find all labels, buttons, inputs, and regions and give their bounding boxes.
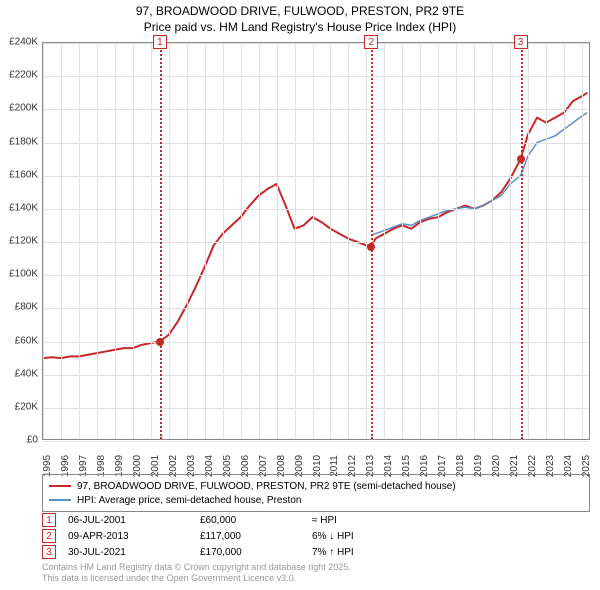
transaction-price: £170,000: [200, 547, 300, 558]
gridline: [43, 109, 589, 110]
y-tick-label: £0: [27, 435, 38, 446]
gridline: [97, 43, 98, 439]
gridline: [492, 43, 493, 439]
title-subtitle: Price paid vs. HM Land Registry's House …: [0, 20, 600, 36]
footer: Contains HM Land Registry data © Crown c…: [42, 562, 590, 584]
y-tick-label: £180K: [9, 136, 38, 147]
gridline: [546, 43, 547, 439]
transaction-hpi: ≈ HPI: [312, 515, 590, 526]
y-tick-label: £40K: [15, 368, 38, 379]
marker-line: [371, 43, 373, 439]
gridline: [205, 43, 206, 439]
chart-container: 97, BROADWOOD DRIVE, FULWOOD, PRESTON, P…: [0, 0, 600, 590]
transaction-row: 3 30-JUL-2021 £170,000 7% ↑ HPI: [42, 544, 590, 560]
legend-swatch: [49, 485, 71, 487]
gridline: [528, 43, 529, 439]
marker-badge: 3: [514, 35, 528, 49]
gridline: [259, 43, 260, 439]
gridline: [474, 43, 475, 439]
transaction-date: 30-JUL-2021: [68, 547, 188, 558]
x-axis: 1995199619971998199920002001200220032004…: [42, 440, 590, 470]
gridline: [151, 43, 152, 439]
y-tick-label: £200K: [9, 103, 38, 114]
y-tick-label: £160K: [9, 169, 38, 180]
gridline: [43, 43, 589, 44]
transaction-row: 2 09-APR-2013 £117,000 6% ↓ HPI: [42, 528, 590, 544]
y-axis: £0£20K£40K£60K£80K£100K£120K£140K£160K£1…: [0, 42, 40, 440]
transaction-badge: 3: [42, 545, 56, 559]
gridline: [420, 43, 421, 439]
gridline: [115, 43, 116, 439]
gridline: [43, 209, 589, 210]
gridline: [384, 43, 385, 439]
legend: 97, BROADWOOD DRIVE, FULWOOD, PRESTON, P…: [42, 474, 590, 512]
transaction-price: £117,000: [200, 531, 300, 542]
marker-dot: [367, 243, 375, 251]
gridline: [43, 176, 589, 177]
y-tick-label: £100K: [9, 269, 38, 280]
marker-line: [160, 43, 162, 439]
footer-copyright: Contains HM Land Registry data © Crown c…: [42, 562, 590, 573]
transaction-badge: 1: [42, 513, 56, 527]
gridline: [61, 43, 62, 439]
gridline: [295, 43, 296, 439]
transaction-row: 1 06-JUL-2001 £60,000 ≈ HPI: [42, 512, 590, 528]
gridline: [402, 43, 403, 439]
chart-title: 97, BROADWOOD DRIVE, FULWOOD, PRESTON, P…: [0, 0, 600, 35]
y-tick-label: £220K: [9, 70, 38, 81]
gridline: [313, 43, 314, 439]
transaction-hpi: 7% ↑ HPI: [312, 547, 590, 558]
transaction-date: 09-APR-2013: [68, 531, 188, 542]
gridline: [187, 43, 188, 439]
y-tick-label: £240K: [9, 37, 38, 48]
gridline: [348, 43, 349, 439]
transaction-price: £60,000: [200, 515, 300, 526]
gridline: [366, 43, 367, 439]
gridline: [277, 43, 278, 439]
gridline: [564, 43, 565, 439]
transaction-hpi: 6% ↓ HPI: [312, 531, 590, 542]
y-tick-label: £140K: [9, 202, 38, 213]
gridline: [43, 242, 589, 243]
gridline: [438, 43, 439, 439]
y-tick-label: £80K: [15, 302, 38, 313]
gridline: [43, 408, 589, 409]
legend-item: HPI: Average price, semi-detached house,…: [49, 493, 583, 507]
gridline: [133, 43, 134, 439]
transaction-date: 06-JUL-2001: [68, 515, 188, 526]
plot-area: 123: [42, 42, 590, 440]
gridline: [330, 43, 331, 439]
gridline: [43, 375, 589, 376]
y-tick-label: £60K: [15, 335, 38, 346]
gridline: [510, 43, 511, 439]
gridline: [43, 43, 44, 439]
marker-line: [521, 43, 523, 439]
gridline: [456, 43, 457, 439]
gridline: [43, 143, 589, 144]
marker-badge: 1: [153, 35, 167, 49]
legend-swatch: [49, 499, 71, 501]
legend-item: 97, BROADWOOD DRIVE, FULWOOD, PRESTON, P…: [49, 479, 583, 493]
marker-badge: 2: [364, 35, 378, 49]
gridline: [169, 43, 170, 439]
marker-dot: [156, 338, 164, 346]
gridline: [223, 43, 224, 439]
legend-label: 97, BROADWOOD DRIVE, FULWOOD, PRESTON, P…: [77, 481, 456, 492]
footer-licence: This data is licensed under the Open Gov…: [42, 573, 590, 584]
legend-label: HPI: Average price, semi-detached house,…: [77, 495, 301, 506]
y-tick-label: £20K: [15, 401, 38, 412]
title-address: 97, BROADWOOD DRIVE, FULWOOD, PRESTON, P…: [0, 4, 600, 20]
gridline: [241, 43, 242, 439]
gridline: [43, 342, 589, 343]
marker-dot: [517, 155, 525, 163]
gridline: [43, 308, 589, 309]
transactions-table: 1 06-JUL-2001 £60,000 ≈ HPI 2 09-APR-201…: [42, 512, 590, 560]
y-tick-label: £120K: [9, 236, 38, 247]
gridline: [43, 275, 589, 276]
gridline: [79, 43, 80, 439]
transaction-badge: 2: [42, 529, 56, 543]
gridline: [582, 43, 583, 439]
gridline: [43, 76, 589, 77]
